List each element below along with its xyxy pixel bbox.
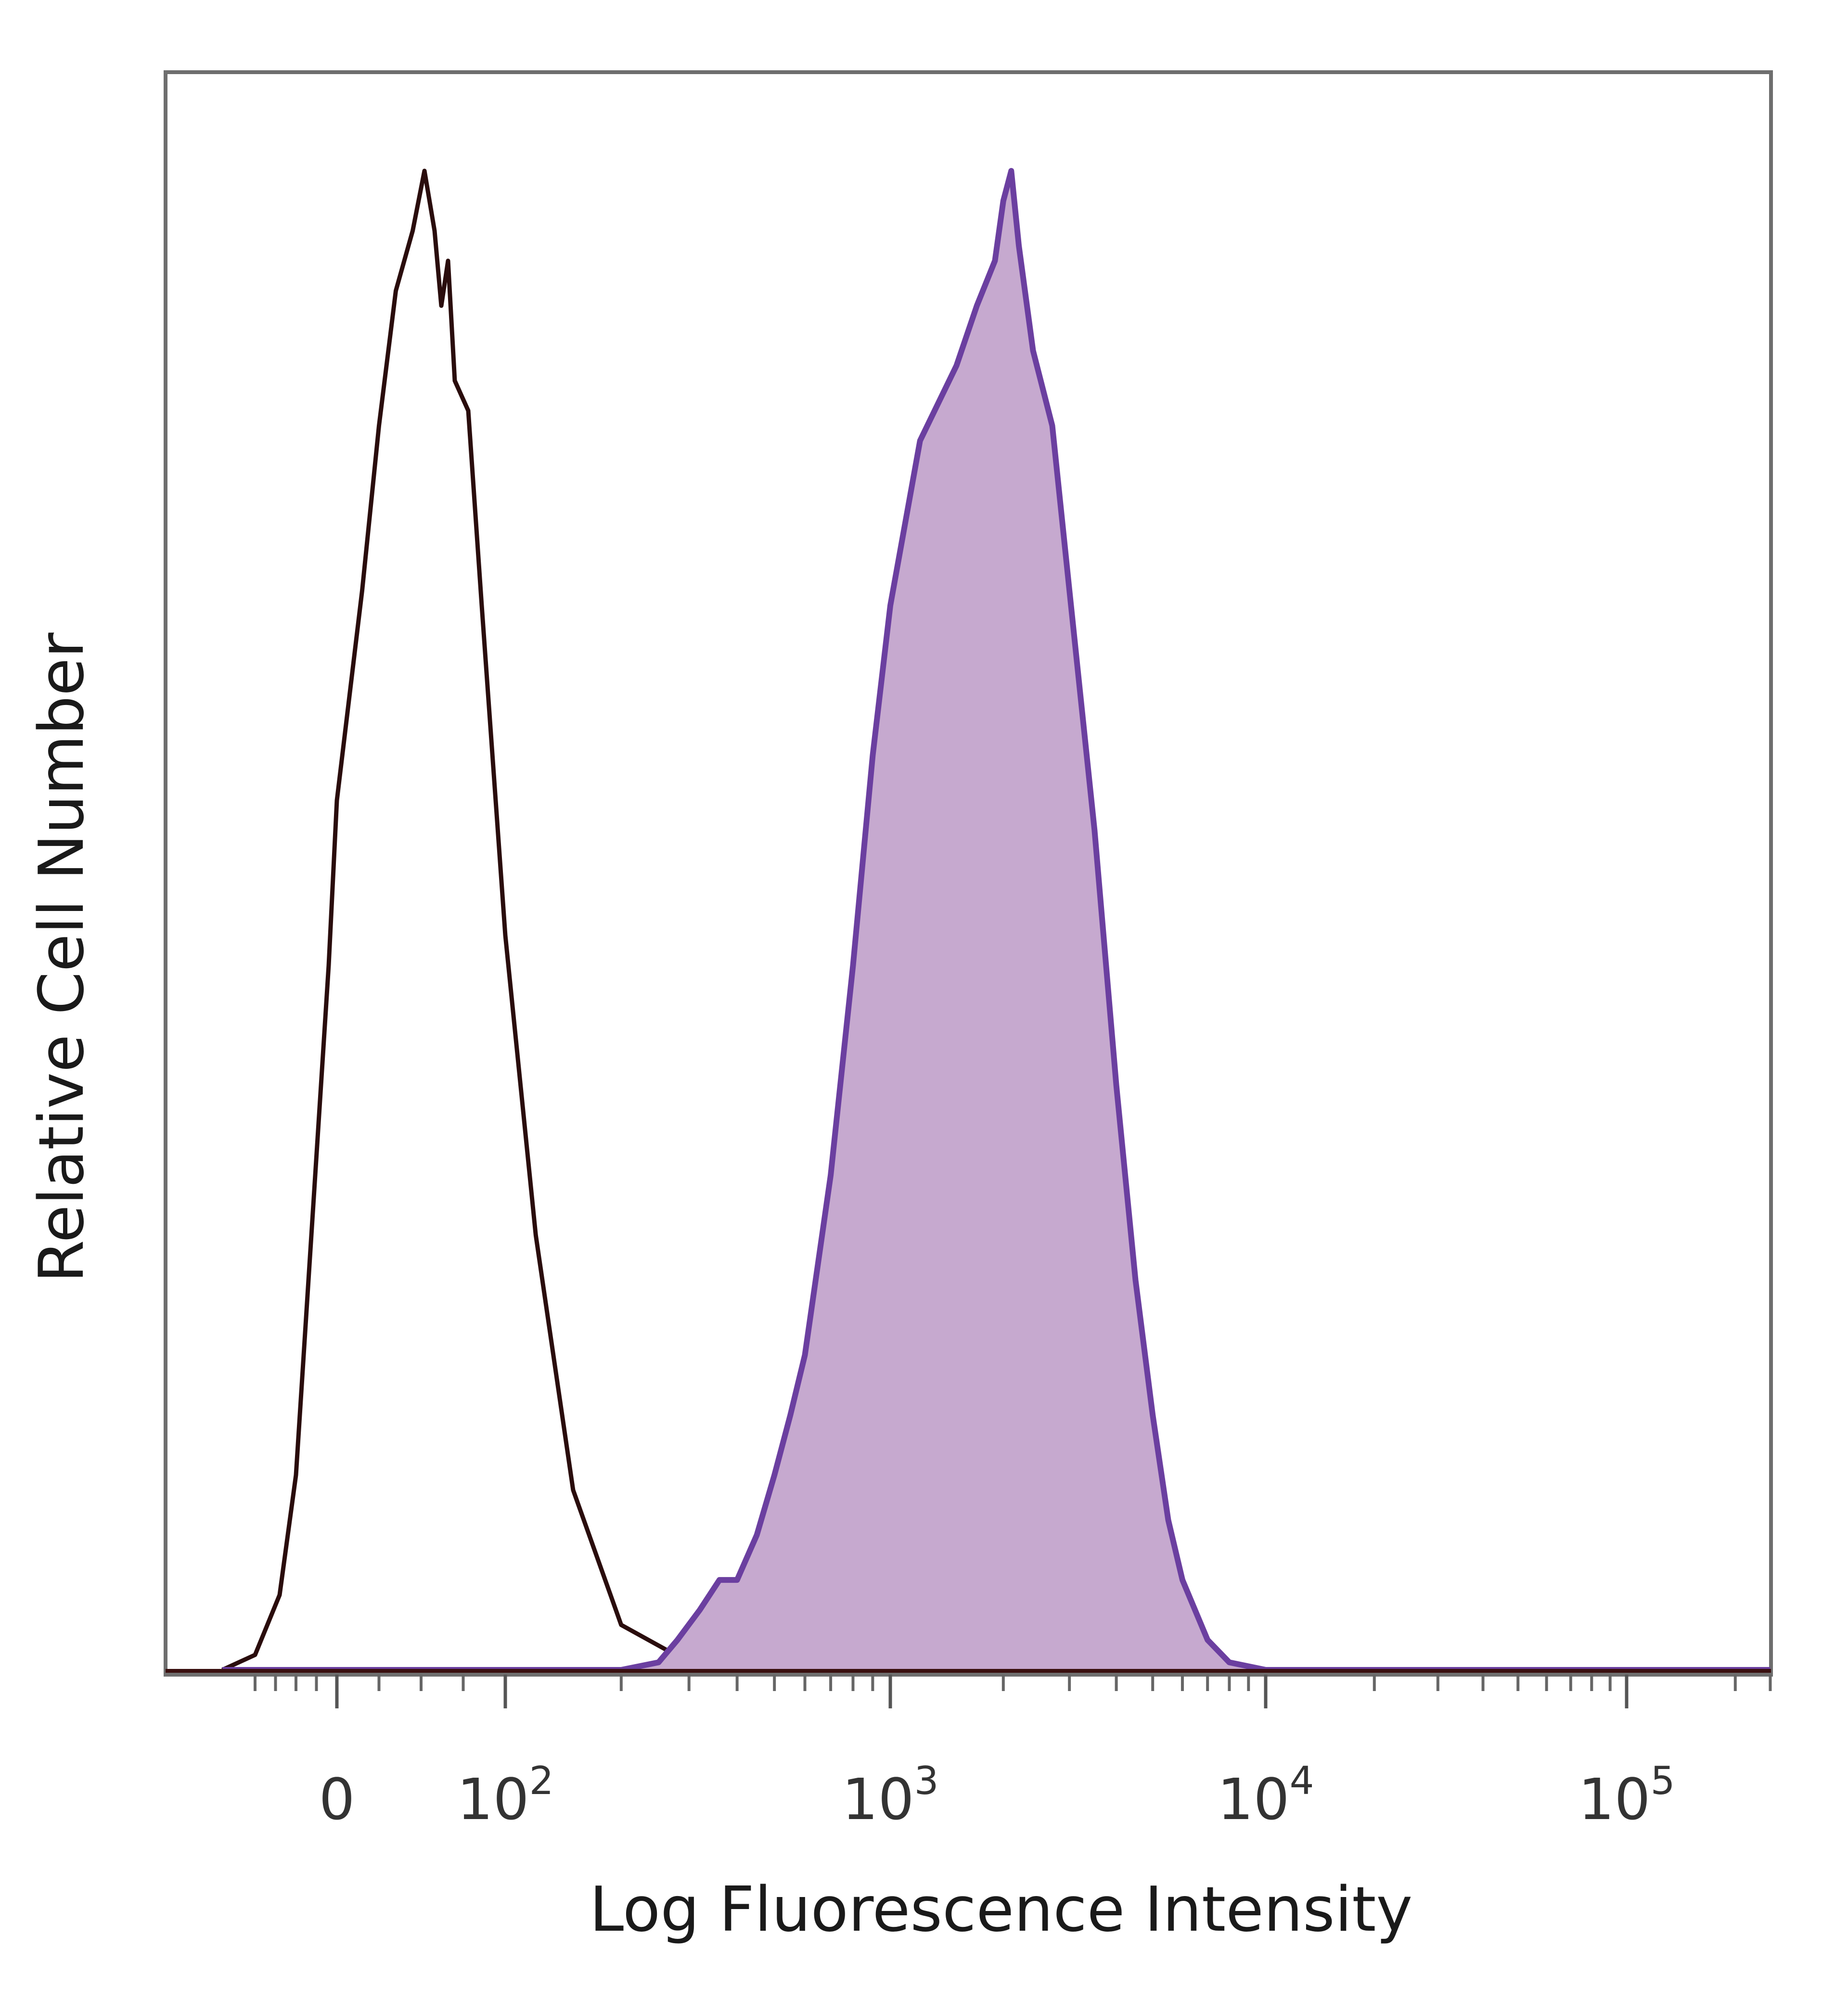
x-tick-label: 102 (457, 1758, 553, 1833)
x-tick-label: 104 (1217, 1758, 1314, 1833)
x-tick-layer: 0 102 103 104 105 (254, 1675, 1772, 1833)
y-axis-title: Relative Cell Number (26, 632, 98, 1282)
x-axis-title: Log Fluorescence Intensity (590, 1874, 1412, 1946)
plot-frame (164, 70, 1773, 1677)
series-layer (166, 168, 1771, 1673)
x-tick-label: 0 (319, 1766, 355, 1833)
series-2-line (222, 168, 1771, 1673)
x-tick-label: 103 (842, 1758, 938, 1833)
series-2-fill (222, 171, 1771, 1670)
x-tick-label: 105 (1578, 1758, 1675, 1833)
